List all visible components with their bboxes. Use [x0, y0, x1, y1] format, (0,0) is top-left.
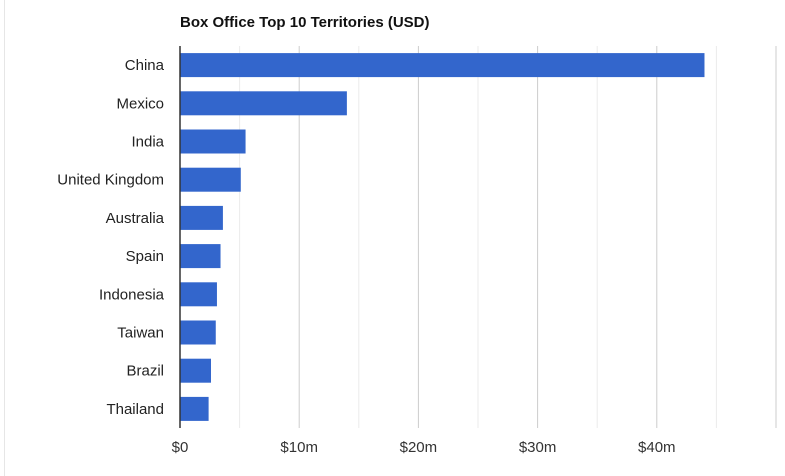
category-label: Brazil: [126, 363, 164, 380]
chart-title: Box Office Top 10 Territories (USD): [180, 14, 430, 31]
bar-china[interactable]: [180, 53, 705, 78]
bar-indonesia[interactable]: [180, 282, 217, 307]
category-label: Thailand: [106, 401, 164, 418]
x-tick-label: $30m: [519, 439, 557, 456]
category-label: Australia: [106, 210, 165, 227]
bar-spain[interactable]: [180, 244, 221, 269]
bar-australia[interactable]: [180, 205, 223, 230]
category-labels: China Mexico India United Kingdom Australia S…: [57, 57, 164, 418]
category-label: Spain: [126, 248, 164, 265]
chart-container: [4, 0, 785, 476]
x-tick-label: $10m: [280, 439, 318, 456]
category-label: India: [131, 134, 164, 151]
x-tick-label: $0: [172, 439, 189, 456]
category-label: Taiwan: [117, 325, 164, 342]
bar-brazil[interactable]: [180, 358, 211, 383]
bar-india[interactable]: [180, 129, 246, 154]
bars: [180, 53, 705, 421]
bar-united-kingdom[interactable]: [180, 167, 241, 192]
bar-taiwan[interactable]: [180, 320, 216, 345]
category-label: Mexico: [116, 95, 164, 112]
category-label: China: [125, 57, 165, 74]
x-tick-label: $40m: [638, 439, 676, 456]
x-tick-label: $20m: [400, 439, 438, 456]
bar-mexico[interactable]: [180, 91, 347, 116]
x-tick-labels: $0 $10m $20m $30m $40m: [172, 439, 676, 456]
category-label: United Kingdom: [57, 172, 164, 189]
category-label: Indonesia: [99, 286, 165, 303]
bar-thailand[interactable]: [180, 396, 209, 421]
